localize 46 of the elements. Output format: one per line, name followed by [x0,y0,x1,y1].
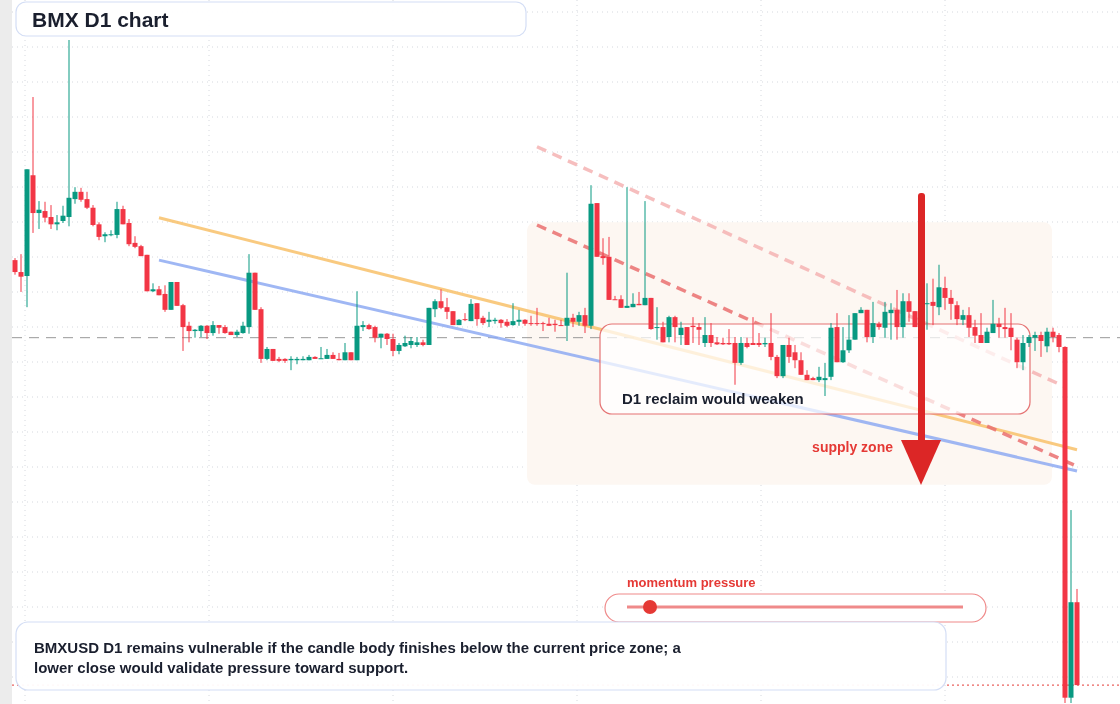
candlestick [462,312,468,322]
annotation: D1 reclaim would weaken [622,390,804,407]
candlestick [1014,337,1020,369]
candlestick [672,315,678,343]
annotation: momentum pressure [627,575,756,590]
candlestick [942,276,948,311]
candlestick [570,313,576,328]
candlestick [150,282,156,293]
candlestick [924,282,930,331]
candlestick [738,336,744,366]
candlestick [210,320,216,337]
candlestick [870,301,876,344]
candlestick [894,289,900,341]
candlestick [678,321,684,346]
candlestick [936,264,942,316]
candlestick [1020,334,1026,371]
candlestick [654,306,660,341]
candlestick [1038,331,1044,358]
candlestick [378,333,384,349]
candlestick [342,342,348,361]
candlestick [582,307,588,334]
annotation: BMXUSD D1 remains vulnerable if the candle body finishes below the current price zone; a lower close would validate pressure toward support. [34,639,682,676]
candlestick [204,324,210,340]
candlestick [696,322,702,346]
candlestick [768,312,774,361]
candlestick [1044,327,1050,353]
candlestick [390,333,396,357]
candlestick [18,253,24,293]
candlestick [666,315,672,343]
candlestick [840,326,846,364]
band-label: supply zone [812,439,894,455]
candlestick [54,214,60,231]
candlestick [948,289,954,321]
candlestick [384,332,390,346]
candlestick [702,316,708,348]
candlestick [930,278,936,326]
candlestick [642,200,648,306]
candlestick [954,300,960,326]
candlestick [774,354,780,379]
candlestick [558,319,564,327]
candlestick [564,272,570,342]
candlestick [576,311,582,327]
candlestick [846,314,852,354]
candlestick [798,351,804,376]
candlestick [960,309,966,326]
chart-title: BMX D1 chart [32,8,169,31]
